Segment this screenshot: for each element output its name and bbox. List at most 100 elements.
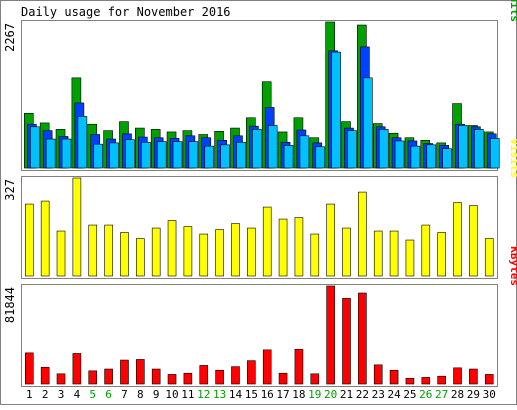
bar-pages-8 bbox=[141, 141, 151, 169]
bar-kbytes-30 bbox=[484, 374, 494, 385]
bar-pages-25 bbox=[410, 145, 421, 169]
panel-frame-visits bbox=[21, 176, 498, 279]
x-tick-label: 2 bbox=[42, 388, 49, 401]
x-tick-label: 14 bbox=[229, 388, 243, 401]
bar-visits-20 bbox=[326, 203, 335, 277]
bar-visits-22 bbox=[358, 191, 367, 277]
legend-entry-hits: Hits bbox=[508, 0, 517, 22]
bar-pages-22 bbox=[363, 77, 373, 169]
bar-pages-15 bbox=[252, 129, 262, 169]
bar-visits-9 bbox=[151, 227, 161, 277]
bar-kbytes-22 bbox=[358, 292, 367, 385]
bar-visits-16 bbox=[262, 206, 272, 277]
legend-entry-kbytes: KBytes bbox=[508, 246, 517, 286]
bar-visits-4 bbox=[72, 177, 82, 277]
x-tick-label: 19 bbox=[308, 388, 321, 401]
bar-pages-9 bbox=[156, 141, 167, 169]
bar-visits-30 bbox=[484, 238, 494, 277]
bar-pages-23 bbox=[378, 129, 389, 169]
bar-kbytes-12 bbox=[199, 365, 209, 385]
bar-visits-26 bbox=[421, 224, 431, 277]
bar-visits-18 bbox=[294, 217, 304, 277]
x-tick-label: 8 bbox=[137, 388, 144, 401]
x-axis-labels: 1 2 3 4 5 6 7 8 9 10 11 12 13 14 15 16 17 18 19 20 21 22 23 24 2… bbox=[26, 388, 496, 401]
bar-pages-4 bbox=[77, 116, 88, 169]
bar-kbytes-27 bbox=[437, 375, 446, 385]
bar-pages-20 bbox=[331, 51, 341, 169]
bar-pages-7 bbox=[125, 139, 135, 169]
bar-kbytes-9 bbox=[151, 368, 161, 385]
panel-frame-kbytes bbox=[21, 284, 498, 387]
bar-pages-19 bbox=[315, 146, 326, 169]
bar-pages-3 bbox=[61, 138, 72, 169]
bar-kbytes-18 bbox=[294, 348, 304, 385]
legend-entry-visits: Visits bbox=[508, 138, 517, 178]
x-tick-label: 9 bbox=[153, 388, 160, 401]
bars-hits bbox=[23, 21, 500, 169]
bar-kbytes-8 bbox=[136, 359, 145, 385]
bar-visits-13 bbox=[215, 229, 224, 277]
bar-visits-27 bbox=[437, 232, 446, 277]
bar-visits-25 bbox=[405, 239, 415, 277]
bar-kbytes-15 bbox=[247, 360, 256, 385]
x-tick-label: 6 bbox=[105, 388, 112, 401]
bar-pages-2 bbox=[45, 138, 56, 169]
chart-title: Daily usage for November 2016 bbox=[21, 5, 231, 19]
panel-frame-hits bbox=[21, 20, 498, 171]
bar-kbytes-23 bbox=[373, 364, 383, 385]
y-max-label-kbytes: 81844 bbox=[3, 287, 17, 323]
bar-pages-6 bbox=[109, 142, 119, 169]
x-tick-label: 30 bbox=[483, 388, 496, 401]
x-tick-label: 26 bbox=[419, 388, 432, 401]
bar-visits-24 bbox=[389, 230, 399, 277]
bar-visits-28 bbox=[453, 202, 462, 277]
bar-pages-5 bbox=[93, 143, 104, 169]
x-tick-label: 27 bbox=[435, 388, 448, 401]
bar-visits-17 bbox=[278, 218, 288, 277]
y-max-label-hits: 2267 bbox=[3, 23, 17, 52]
x-tick-label: 12 bbox=[197, 388, 210, 401]
x-tick-label: 17 bbox=[276, 388, 289, 401]
bar-kbytes-2 bbox=[40, 366, 50, 385]
bar-visits-14 bbox=[231, 223, 240, 277]
bar-kbytes-17 bbox=[278, 372, 288, 385]
bar-kbytes-29 bbox=[469, 368, 478, 385]
bar-kbytes-21 bbox=[342, 298, 351, 385]
bar-pages-27 bbox=[442, 148, 452, 169]
bar-pages-17 bbox=[283, 145, 294, 169]
bar-visits-29 bbox=[469, 205, 478, 277]
bar-visits-3 bbox=[56, 230, 66, 277]
x-tick-label: 22 bbox=[356, 388, 369, 401]
x-tick-label: 15 bbox=[245, 388, 258, 401]
bar-visits-7 bbox=[120, 232, 129, 277]
legend-visits: Visits bbox=[508, 138, 517, 178]
legend-kbytes: KBytes bbox=[508, 246, 517, 286]
bar-visits-2 bbox=[40, 200, 50, 277]
bar-kbytes-14 bbox=[231, 366, 240, 385]
bars-visits bbox=[24, 177, 494, 277]
bar-kbytes-6 bbox=[104, 368, 113, 385]
bar-kbytes-19 bbox=[310, 373, 320, 385]
bar-kbytes-3 bbox=[56, 373, 66, 385]
bar-visits-8 bbox=[136, 238, 145, 277]
bar-pages-18 bbox=[299, 135, 310, 169]
x-tick-label: 4 bbox=[74, 388, 81, 401]
bar-pages-26 bbox=[426, 144, 437, 169]
y-max-label-visits: 327 bbox=[3, 179, 17, 201]
bar-pages-30 bbox=[489, 138, 500, 169]
x-tick-label: 3 bbox=[58, 388, 65, 401]
bar-visits-19 bbox=[310, 233, 320, 277]
bar-pages-11 bbox=[188, 141, 199, 169]
bar-pages-14 bbox=[236, 141, 246, 169]
bar-kbytes-20 bbox=[326, 285, 335, 385]
bar-kbytes-1 bbox=[24, 352, 34, 385]
x-tick-label: 25 bbox=[403, 388, 416, 401]
bar-pages-28 bbox=[458, 125, 468, 169]
bar-pages-16 bbox=[267, 125, 278, 169]
x-tick-label: 1 bbox=[26, 388, 33, 401]
x-tick-label: 23 bbox=[372, 388, 385, 401]
bar-pages-13 bbox=[220, 144, 230, 169]
bar-kbytes-26 bbox=[421, 377, 431, 385]
